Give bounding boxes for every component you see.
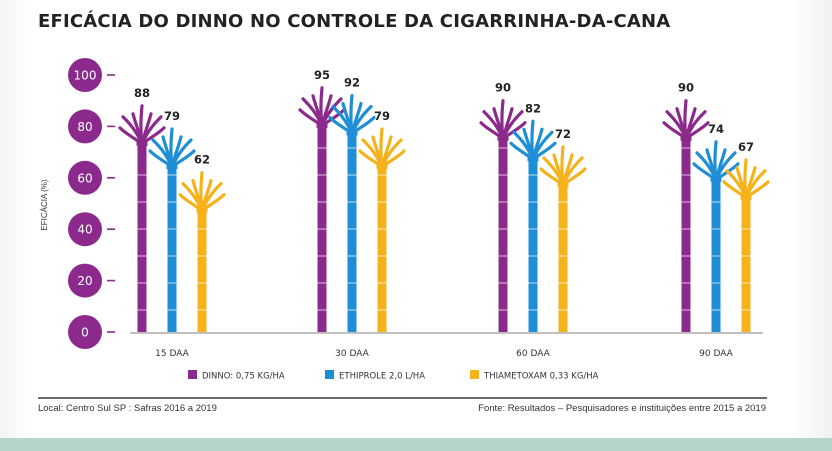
cane-mark <box>328 93 376 332</box>
data-label: 79 <box>374 109 390 123</box>
y-tick-circle <box>68 315 102 349</box>
y-tick-0: 0 <box>68 315 115 349</box>
data-label: 88 <box>134 86 150 100</box>
data-label: 90 <box>678 81 694 95</box>
y-tick-circle <box>68 58 102 92</box>
cane-leaf <box>561 153 574 187</box>
cane-stalk <box>167 166 177 332</box>
legend-swatch <box>325 370 334 379</box>
cane-mark <box>358 127 406 332</box>
cane-leaf <box>140 112 153 146</box>
data-label: 67 <box>738 140 754 154</box>
data-label: 95 <box>314 68 330 82</box>
cane-mark <box>118 104 166 332</box>
y-axis-label: EFICÁCIA (%) <box>40 179 49 230</box>
footer-location: Local: Centro Sul SP : Safras 2016 a 201… <box>38 403 217 414</box>
footer-divider <box>38 397 767 399</box>
chart-title: EFICÁCIA DO DINNO NO CONTROLE DA CIGARRI… <box>38 11 671 32</box>
y-tick-20: 20 <box>68 263 115 298</box>
cane-leaf <box>320 94 333 128</box>
data-label: 72 <box>555 127 571 141</box>
y-tick-label: 20 <box>77 274 92 288</box>
cane-leaf <box>744 166 757 200</box>
cane-stalk <box>377 166 387 332</box>
x-tick-label: 30 DAA <box>335 349 369 359</box>
y-tick-label: 60 <box>77 171 92 185</box>
y-tick-circle <box>68 109 102 144</box>
cane-leaf <box>380 135 393 169</box>
data-label: 90 <box>495 81 511 95</box>
legend-swatch <box>470 370 479 379</box>
cane-leaf <box>170 135 183 169</box>
data-label: 92 <box>344 76 360 90</box>
category-group-2: 90 82 72 60 DAA <box>479 81 587 359</box>
data-label: 62 <box>194 153 210 167</box>
y-tick-circle <box>68 160 102 195</box>
y-tick-label: 40 <box>77 223 92 237</box>
cane-leaf <box>501 107 514 141</box>
legend-label: ETHIPROLE 2,0 L/HA <box>339 372 425 382</box>
cane-mark <box>722 158 770 332</box>
y-tick-80: 80 <box>68 109 115 144</box>
cane-leaf <box>350 101 363 136</box>
cane-leaf <box>684 107 697 141</box>
cane-mark <box>539 145 587 332</box>
cane-stalk <box>558 184 568 332</box>
cane-mark <box>178 171 226 332</box>
cane-stalk <box>498 138 508 332</box>
cane-leaf <box>200 179 213 213</box>
cane-mark <box>148 127 196 332</box>
category-group-3: 90 74 67 90 DAA <box>662 81 770 359</box>
cane-leaf <box>714 148 727 182</box>
category-group-0: 88 79 62 15 DAA <box>118 86 226 359</box>
cane-leaf <box>531 127 544 161</box>
cane-mark <box>298 86 346 332</box>
legend-label: THIAMETOXAM 0,33 KG/HA <box>483 372 599 382</box>
y-tick-label: 0 <box>81 326 89 340</box>
cane-stalk <box>347 133 357 332</box>
x-tick-label: 60 DAA <box>516 349 550 359</box>
cane-stalk <box>197 210 207 332</box>
legend-item-dinno: DINNO: 0,75 KG/HA <box>188 370 285 382</box>
cane-mark <box>662 99 710 332</box>
legend-item-ethiprole: ETHIPROLE 2,0 L/HA <box>325 370 425 382</box>
category-group-1: 95 92 79 30 DAA <box>298 68 406 359</box>
x-tick-label: 90 DAA <box>699 349 733 359</box>
cane-stalk <box>681 138 691 332</box>
y-tick-label: 100 <box>74 69 97 83</box>
data-label: 74 <box>708 122 724 136</box>
y-tick-circle <box>68 263 102 298</box>
cane-stalk <box>741 197 751 332</box>
y-tick-60: 60 <box>68 160 115 195</box>
legend-swatch <box>188 370 197 379</box>
cane-stalk <box>137 143 147 332</box>
legend-label: DINNO: 0,75 KG/HA <box>202 372 285 382</box>
y-tick-label: 80 <box>77 120 92 134</box>
y-tick-100: 100 <box>68 58 115 92</box>
cane-mark <box>692 140 740 332</box>
cane-stalk <box>528 159 538 332</box>
legend-item-thiametoxam: THIAMETOXAM 0,33 KG/HA <box>470 370 599 382</box>
cane-mark <box>509 119 557 332</box>
bottom-band <box>0 438 832 451</box>
data-label: 82 <box>525 101 541 115</box>
chart-area: EFICÁCIA (%) 0 20 40 60 80 100 88 79 62 15 DAA 95 92… <box>40 58 770 382</box>
data-label: 79 <box>164 109 180 123</box>
cane-mark <box>479 99 527 332</box>
y-tick-40: 40 <box>68 212 115 247</box>
y-tick-circle <box>68 212 102 247</box>
footer-source: Fonte: Resultados – Pesquisadores e inst… <box>478 403 766 414</box>
x-tick-label: 15 DAA <box>155 349 189 359</box>
